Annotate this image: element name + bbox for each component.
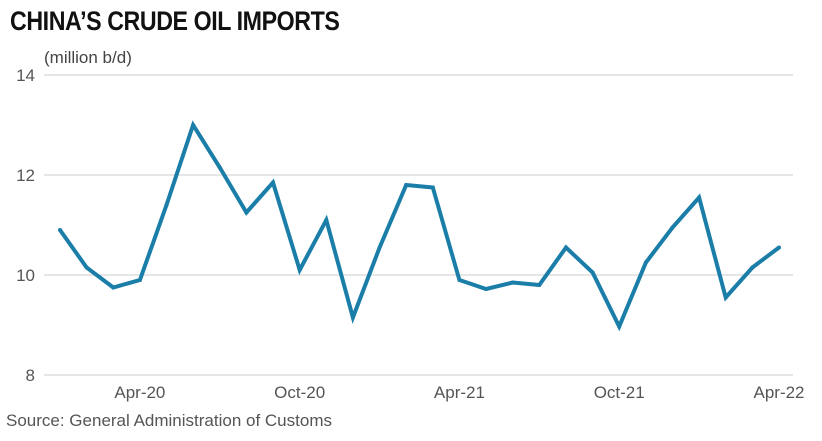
y-axis-unit-label: (million b/d) <box>44 48 132 67</box>
data-point <box>84 265 89 270</box>
series-lines <box>58 120 781 332</box>
source-note: Source: General Administration of Custom… <box>6 411 332 430</box>
x-axis-ticks: Apr-20 Oct-20 Apr-21 Oct-21 Apr-22 <box>114 383 804 402</box>
data-point <box>457 278 462 282</box>
data-point <box>404 183 409 187</box>
data-point <box>377 245 382 250</box>
data-point <box>723 295 728 300</box>
gridlines <box>44 74 793 376</box>
y-tick-label: 14 <box>16 66 35 85</box>
data-point <box>484 287 489 291</box>
x-tick-label: Oct-21 <box>594 383 645 402</box>
data-point <box>217 165 222 170</box>
data-point <box>271 180 276 185</box>
data-point <box>111 285 116 290</box>
data-point <box>137 278 142 282</box>
data-point <box>191 123 196 127</box>
data-point <box>510 280 515 285</box>
chart-title: CHINA’S CRUDE OIL IMPORTS <box>10 6 340 36</box>
data-point <box>697 195 702 200</box>
data-point <box>350 315 355 320</box>
data-point <box>58 228 62 232</box>
data-point <box>563 245 568 250</box>
data-point <box>777 245 781 250</box>
data-point <box>324 218 329 222</box>
y-axis-ticks: 14 12 10 8 <box>16 66 35 385</box>
y-tick-label: 10 <box>16 266 35 285</box>
data-point <box>244 210 249 215</box>
x-tick-label: Oct-20 <box>274 383 325 402</box>
data-point <box>430 185 435 190</box>
y-tick-label: 8 <box>26 366 35 385</box>
series-line <box>58 120 781 332</box>
data-point <box>617 324 622 329</box>
x-tick-label: Apr-21 <box>434 383 485 402</box>
data-point <box>590 270 595 275</box>
data-point <box>750 265 755 270</box>
x-tick-label: Apr-22 <box>753 383 804 402</box>
data-point <box>643 260 648 265</box>
data-point <box>297 268 302 272</box>
y-tick-label: 12 <box>16 166 35 185</box>
data-point <box>537 283 542 287</box>
x-tick-label: Apr-20 <box>114 383 165 402</box>
data-point <box>670 225 675 230</box>
data-point <box>164 203 169 207</box>
